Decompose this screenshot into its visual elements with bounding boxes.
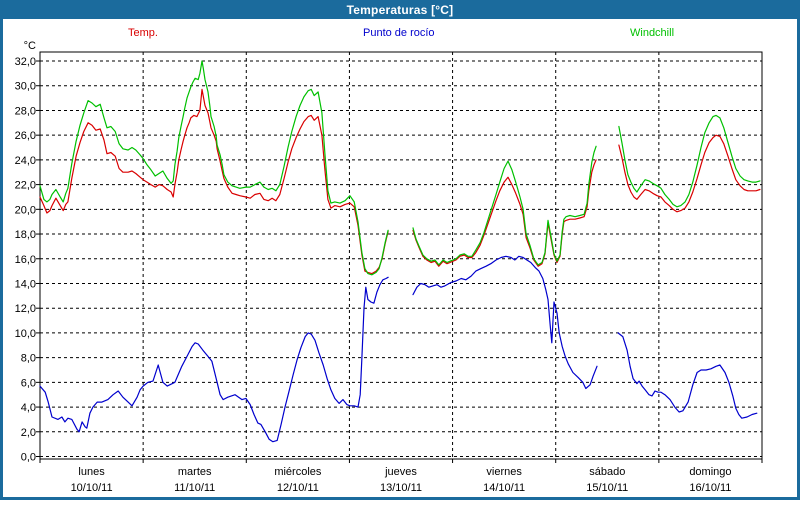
x-day-label: viernes — [486, 466, 522, 478]
x-day-label: miércoles — [274, 466, 322, 478]
punto-de-roc-o-series-line — [617, 332, 758, 419]
y-tick-label: 8,0 — [21, 353, 36, 365]
x-date-label: 10/10/11 — [71, 482, 113, 494]
window-title: Temperaturas [°C] — [346, 2, 454, 17]
x-day-label: jueves — [384, 466, 417, 478]
temp--series-line — [412, 159, 597, 267]
legend-item-temp: Temp. — [128, 27, 158, 39]
x-date-label: 12/10/11 — [277, 482, 319, 494]
y-tick-label: 26,0 — [15, 130, 36, 142]
x-date-label: 14/10/11 — [483, 482, 525, 494]
y-tick-label: 10,0 — [15, 328, 36, 340]
y-tick-label: 24,0 — [15, 155, 36, 167]
y-tick-label: 30,0 — [15, 81, 36, 93]
y-tick-label: 6,0 — [21, 377, 36, 389]
y-tick-label: 4,0 — [21, 402, 36, 414]
legend-item-windchill: Windchill — [630, 27, 675, 39]
y-axis-unit-label: °C — [24, 40, 36, 52]
y-tick-label: 28,0 — [15, 105, 36, 117]
x-date-label: 15/10/11 — [586, 482, 628, 494]
temp--series-line — [39, 88, 389, 275]
y-tick-label: 32,0 — [15, 56, 36, 68]
window-titlebar[interactable]: Temperaturas [°C] — [0, 0, 800, 19]
y-tick-label: 18,0 — [15, 229, 36, 241]
x-day-label: lunes — [78, 466, 105, 478]
y-tick-label: 0,0 — [21, 452, 36, 464]
x-date-label: 11/10/11 — [174, 482, 215, 494]
y-tick-label: 20,0 — [15, 204, 36, 216]
y-tick-label: 16,0 — [15, 254, 36, 266]
windchill-series-line — [618, 114, 761, 208]
legend-item-dewpoint: Punto de rocío — [363, 27, 435, 39]
windchill-series-line — [39, 60, 389, 276]
windchill-series-line — [412, 145, 597, 266]
x-date-label: 16/10/11 — [689, 482, 731, 494]
y-tick-label: 2,0 — [21, 427, 36, 439]
x-day-label: sábado — [589, 466, 625, 478]
x-day-label: martes — [178, 466, 212, 478]
temp--series-line — [618, 134, 761, 213]
y-tick-label: 14,0 — [15, 278, 36, 290]
punto-de-roc-o-series-line — [39, 276, 389, 443]
plot-border — [39, 51, 763, 460]
y-tick-label: 22,0 — [15, 180, 36, 192]
x-day-label: domingo — [689, 466, 731, 478]
x-date-label: 13/10/11 — [380, 482, 422, 494]
y-tick-label: 12,0 — [15, 303, 36, 315]
punto-de-roc-o-series-line — [412, 255, 598, 390]
